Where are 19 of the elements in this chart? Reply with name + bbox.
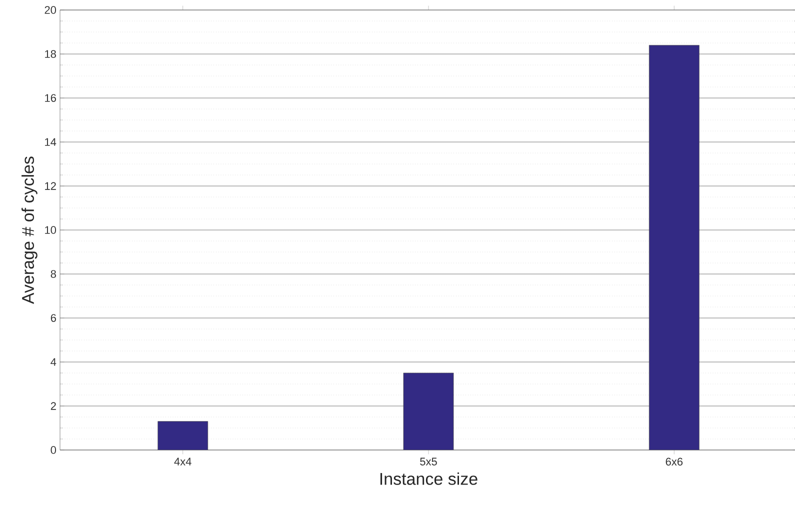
bar xyxy=(403,372,454,450)
x-axis-title: Instance size xyxy=(380,472,478,485)
bar xyxy=(648,44,700,450)
bar xyxy=(158,421,208,450)
x-tick-label: 6x6 xyxy=(666,458,683,466)
y-tick-label: 10 xyxy=(45,226,56,234)
x-tick-label: 5x5 xyxy=(420,458,437,466)
y-tick-label: 2 xyxy=(50,402,56,410)
x-tick-label: 4x4 xyxy=(174,458,192,466)
y-tick-label: 18 xyxy=(45,50,56,58)
y-tick-label: 6 xyxy=(50,314,56,322)
y-tick-label: 14 xyxy=(45,138,56,146)
y-axis-title: Average # of cycles xyxy=(22,156,38,304)
y-tick-label: 0 xyxy=(50,446,56,454)
y-tick-label: 4 xyxy=(50,358,56,366)
y-tick-label: 16 xyxy=(45,94,56,102)
y-tick-label: 12 xyxy=(45,182,56,190)
y-tick-label: 20 xyxy=(44,6,56,14)
y-tick-label: 8 xyxy=(50,270,56,278)
